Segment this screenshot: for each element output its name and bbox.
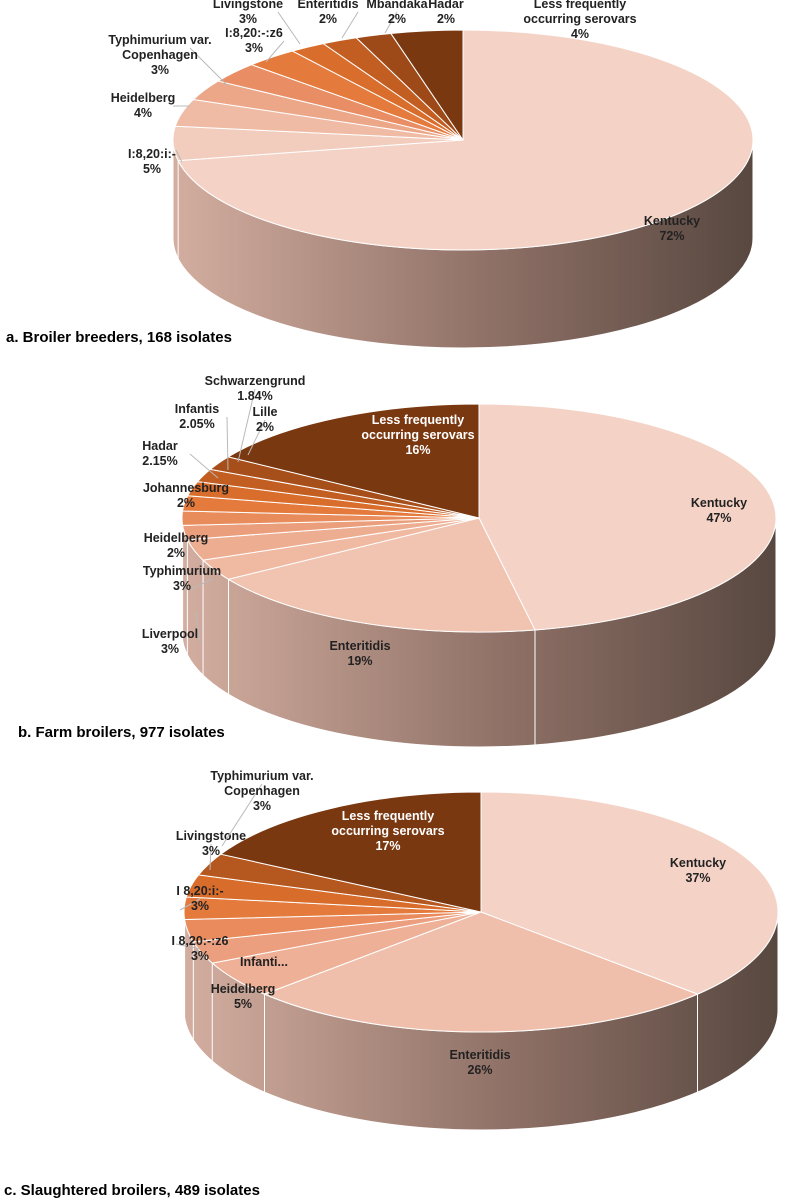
- slice-label-i-8-20-z6: I 8,20:-:z6 3%: [172, 934, 229, 963]
- slice-label-kentucky: Kentucky 72%: [644, 214, 700, 243]
- caption-broiler-breeders: a. Broiler breeders, 168 isolates: [6, 329, 232, 346]
- pie-chart-broiler-breeders: Kentucky 72% I:8,20:i:-5% Heidelberg 4% Typhi…: [108, 0, 754, 349]
- leader-line-livingstone: [277, 11, 301, 45]
- slice-label-i-8-20-i: I:8,20:i:-5%: [128, 147, 176, 176]
- pie-chart-slaughtered-broilers: Kentucky 37% Enteritidis 26% Heidelberg 5% Inf…: [172, 769, 779, 1131]
- caption-farm-broilers: b. Farm broilers, 977 isolates: [18, 724, 225, 741]
- slice-label-mbandaka: Mbandaka 2%: [366, 0, 428, 26]
- slice-label-infantis: Infantis 2.05%: [175, 402, 219, 431]
- slice-label-enteritidis: Enteritidis 26%: [449, 1048, 510, 1077]
- leader-line-i-8-20-i: [175, 149, 183, 163]
- leader-line-schwarzengrund: [237, 388, 256, 463]
- slice-less-frequently-occurring-serovars: [390, 29, 464, 141]
- leader-line-liverpool: [195, 611, 201, 643]
- slice-label-less-frequently-occurring-serovars: Less frequently occurring serovars 4%: [523, 0, 636, 41]
- slice-label-i-8-20-z6: I:8,20:-:z6 3%: [225, 26, 283, 55]
- slice-label-i-8-20-i: I 8,20:i:-3%: [176, 884, 223, 913]
- slice-label-livingstone: Livingstone 3%: [213, 0, 283, 26]
- leader-line-lille: [247, 419, 266, 456]
- slice-label-livingstone: Livingstone 3%: [176, 829, 246, 858]
- leader-line-i-8-20-i: [179, 898, 201, 911]
- slice-less-frequently-occurring-serovars: [227, 403, 480, 519]
- slice-label-kentucky: Kentucky 47%: [691, 496, 747, 525]
- slice-enteritidis: [227, 517, 536, 633]
- slice-label-typhimurium-var-copenhagen: Typhimurium var. Copenhagen 3%: [108, 33, 211, 77]
- slice-label-enteritidis: Enteritidis 2%: [297, 0, 358, 26]
- leader-line-mbandaka: [384, 11, 398, 34]
- slice-label-lille: Lille 2%: [252, 405, 277, 434]
- slice-label-kentucky: Kentucky 37%: [670, 856, 726, 885]
- leader-line-i-8-20-z6: [265, 40, 285, 63]
- leader-line-i-8-20-z6: [175, 943, 201, 950]
- slice-label-johannesburg: Johannesburg 2%: [143, 481, 229, 510]
- slice-label-hadar: Hadar 2.15%: [142, 439, 178, 468]
- pie-chart-farm-broilers: Kentucky 47% Enteritidis 19% Liverpool 3% Typh…: [142, 374, 777, 748]
- leader-line-infantis: [226, 416, 229, 471]
- leader-line-hadar: [189, 453, 219, 479]
- slice-label-enteritidis: Enteritidis 19%: [329, 639, 390, 668]
- slice-label-less-frequently-occurring-serovars: Less frequently occurring serovars 16%: [361, 413, 474, 457]
- slice-label-typhimurium-var-copenhagen: Typhimurium var. Copenhagen 3%: [210, 769, 313, 813]
- leader-line-livingstone: [209, 843, 212, 871]
- slice-label-less-frequently-occurring-serovars: Less frequently occurring serovars 17%: [331, 809, 444, 853]
- leader-line-typhimurium-var-copenhagen: [189, 47, 229, 87]
- slice-kentucky: [480, 791, 779, 995]
- slice-label-infanti: Infanti...: [240, 955, 288, 969]
- slice-label-liverpool: Liverpool 3%: [142, 627, 198, 656]
- caption-slaughtered-broilers: c. Slaughtered broilers, 489 isolates: [4, 1182, 260, 1199]
- slice-kentucky: [478, 403, 777, 631]
- slice-label-heidelberg: Heidelberg 4%: [111, 91, 176, 120]
- slice-enteritidis: [263, 911, 699, 1033]
- slice-less-frequently-occurring-serovars: [220, 791, 482, 913]
- leader-line-typhimurium-var-copenhagen: [221, 783, 263, 847]
- slice-label-hadar: Hadar 2%: [428, 0, 464, 26]
- slice-kentucky: [177, 29, 754, 251]
- slice-label-heidelberg: Heidelberg 5%: [211, 982, 276, 1011]
- slice-label-typhimurium: Typhimurium 3%: [143, 564, 221, 593]
- leader-line-enteritidis: [341, 11, 359, 39]
- slice-label-heidelberg: Heidelberg 2%: [144, 531, 209, 560]
- slice-label-schwarzengrund: Schwarzengrund 1.84%: [205, 374, 306, 403]
- leader-line-typhimurium: [189, 578, 213, 591]
